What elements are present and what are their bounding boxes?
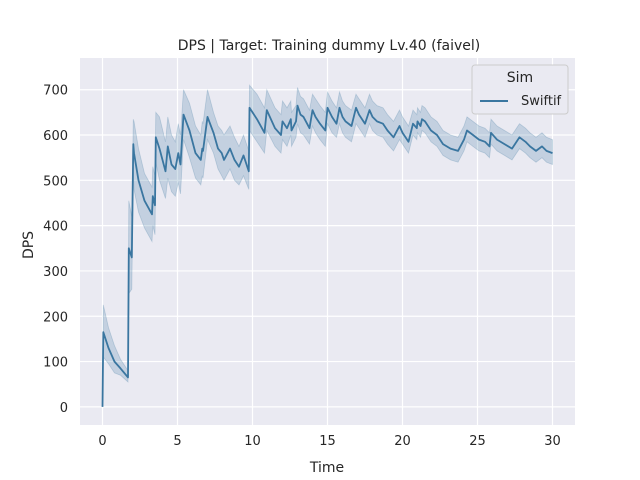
legend: Sim Swiftif [471, 64, 569, 115]
y-tick-label: 600 [43, 129, 68, 144]
y-tick-label: 0 [60, 401, 68, 416]
x-tick-label: 15 [319, 434, 336, 449]
x-tick-label: 25 [469, 434, 486, 449]
y-tick-label: 400 [43, 220, 68, 235]
y-tick-label: 300 [43, 265, 68, 280]
x-axis-label: Time [309, 460, 344, 476]
y-tick-label: 700 [43, 84, 68, 99]
y-tick-label: 200 [43, 310, 68, 325]
x-tick-label: 0 [98, 434, 106, 449]
series-lines [101, 104, 553, 407]
x-tick-label: 10 [244, 434, 261, 449]
x-tick-label: 20 [394, 434, 411, 449]
confidence-band [102, 84, 553, 407]
y-tick-labels: 0 100 200 300 400 500 600 700 [43, 84, 68, 416]
ci-band-swiftif [102, 84, 553, 407]
x-tick-label: 5 [173, 434, 181, 449]
legend-label-swiftif: Swiftif [521, 94, 562, 109]
y-tick-label: 100 [43, 356, 68, 371]
legend-title: Sim [507, 70, 533, 86]
chart-title: DPS | Target: Training dummy Lv.40 (faiv… [178, 38, 481, 54]
x-tick-label: 30 [544, 434, 561, 449]
y-axis-label: DPS [21, 231, 37, 259]
y-tick-label: 500 [43, 174, 68, 189]
series-line-swiftif [101, 104, 553, 407]
grid [80, 58, 575, 425]
x-tick-labels: 0 5 10 15 20 25 30 [98, 434, 560, 449]
